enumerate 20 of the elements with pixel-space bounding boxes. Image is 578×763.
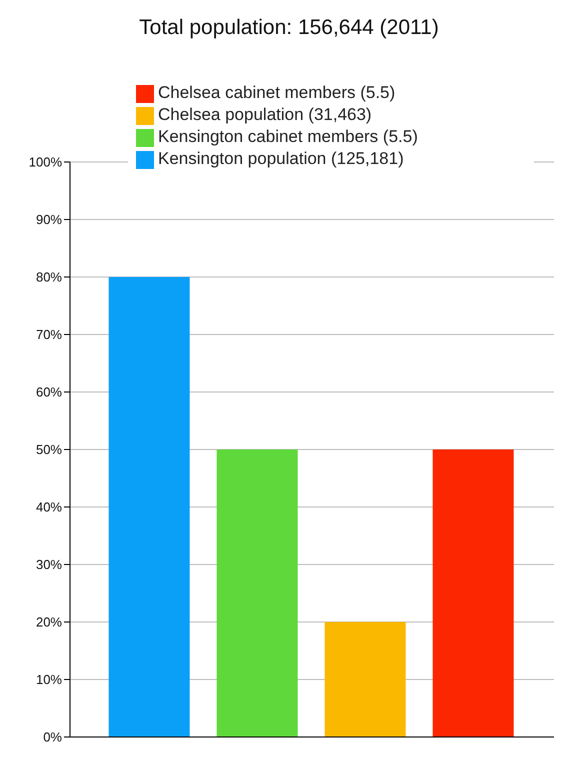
chart-title: Total population: 156,644 (2011) [138, 15, 440, 41]
legend-label: Chelsea cabinet members (5.5) [158, 83, 396, 102]
y-tick-label: 20% [36, 614, 62, 630]
legend-label: Chelsea population (31,463) [158, 105, 372, 124]
y-tick-label: 0% [43, 730, 62, 745]
legend-label: Kensington population (125,181) [158, 149, 404, 168]
bar [324, 622, 406, 737]
legend-label: Kensington cabinet members (5.5) [158, 127, 418, 146]
y-tick-label: 10% [36, 672, 62, 688]
y-tick-label: 60% [36, 384, 62, 400]
y-tick-label: 100% [28, 154, 62, 170]
bar [216, 450, 298, 737]
y-tick-label: 40% [36, 500, 62, 515]
y-tick-label: 90% [36, 212, 62, 228]
bar [108, 277, 190, 737]
y-tick-label: 50% [36, 442, 62, 458]
y-tick-label: 30% [36, 557, 62, 572]
y-tick-label: 80% [36, 270, 62, 285]
y-tick-label: 70% [36, 327, 62, 342]
bar [432, 450, 514, 737]
